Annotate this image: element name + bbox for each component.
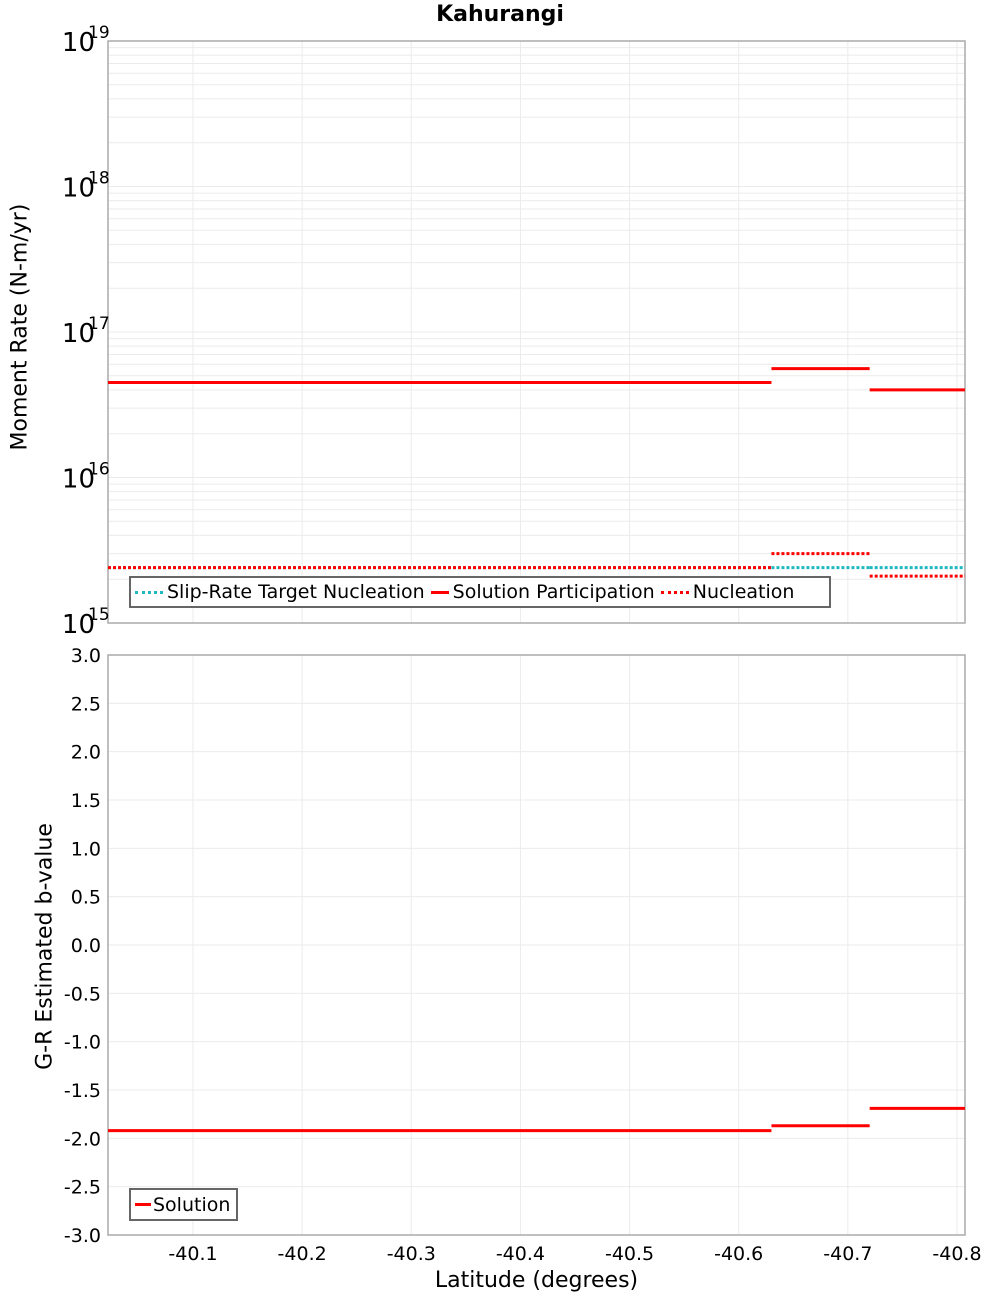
- dotted-cyan-line-icon: [135, 590, 163, 594]
- svg-text:17: 17: [88, 314, 110, 334]
- svg-text:16: 16: [88, 460, 110, 480]
- top-y-axis-label: Moment Rate (N-m/yr): [7, 203, 33, 451]
- svg-text:-1.0: -1.0: [64, 1032, 101, 1054]
- legend-item-solution: Solution: [135, 1194, 230, 1216]
- svg-text:-0.5: -0.5: [64, 983, 101, 1005]
- svg-text:10: 10: [62, 465, 95, 495]
- svg-text:-2.0: -2.0: [64, 1128, 101, 1150]
- bottom-legend: Solution: [129, 1188, 238, 1221]
- svg-text:1.5: 1.5: [71, 790, 101, 812]
- svg-text:18: 18: [88, 169, 110, 189]
- svg-text:3.0: 3.0: [71, 645, 101, 667]
- svg-text:-40.2: -40.2: [278, 1243, 327, 1265]
- svg-text:19: 19: [88, 23, 110, 43]
- svg-text:-40.1: -40.1: [168, 1243, 217, 1265]
- svg-text:1.0: 1.0: [71, 838, 101, 860]
- svg-text:0.5: 0.5: [71, 887, 101, 909]
- chart-title: Kahurangi: [436, 2, 564, 27]
- svg-text:-40.6: -40.6: [714, 1243, 763, 1265]
- top-legend: Slip-Rate Target Nucleation Solution Par…: [129, 576, 831, 608]
- svg-text:-40.4: -40.4: [496, 1243, 545, 1265]
- svg-text:0.0: 0.0: [71, 935, 101, 957]
- svg-text:10: 10: [62, 28, 95, 58]
- svg-text:-40.7: -40.7: [823, 1243, 872, 1265]
- svg-text:2.5: 2.5: [71, 693, 101, 715]
- bottom-y-axis-label: G-R Estimated b-value: [32, 823, 58, 1070]
- svg-text:-3.0: -3.0: [64, 1225, 101, 1247]
- x-axis-label: Latitude (degrees): [434, 1268, 639, 1293]
- svg-text:10: 10: [62, 319, 95, 349]
- svg-text:2.0: 2.0: [71, 742, 101, 764]
- svg-text:-40.8: -40.8: [932, 1243, 981, 1265]
- legend-item-solution-participation: Solution Participation: [430, 581, 655, 603]
- solid-red-line-icon: [430, 590, 449, 594]
- svg-text:-1.5: -1.5: [64, 1080, 101, 1102]
- svg-text:-40.3: -40.3: [387, 1243, 436, 1265]
- dotted-red-line-icon: [660, 590, 689, 594]
- solid-red-line-icon: [135, 1203, 151, 1206]
- svg-text:10: 10: [62, 174, 95, 204]
- svg-text:-2.5: -2.5: [64, 1177, 101, 1199]
- svg-text:-40.5: -40.5: [605, 1243, 654, 1265]
- legend-item-nucleation: Nucleation: [660, 581, 794, 603]
- svg-text:15: 15: [88, 605, 110, 625]
- legend-item-target: Slip-Rate Target Nucleation: [135, 581, 425, 603]
- svg-text:10: 10: [62, 610, 95, 640]
